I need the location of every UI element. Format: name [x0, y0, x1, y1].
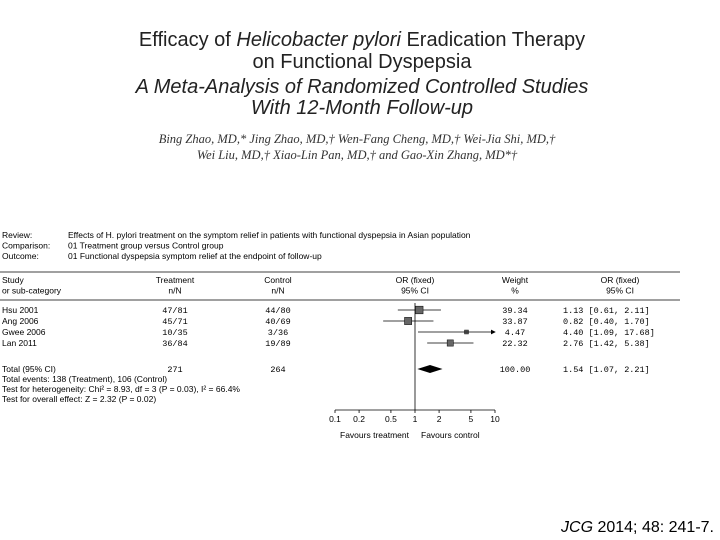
note: Total events: 138 (Treatment), 106 (Cont…	[2, 374, 167, 384]
column-header: OR (fixed)	[601, 275, 640, 285]
meta-label: Outcome:	[2, 251, 39, 261]
total-cell: Total (95% CI)	[2, 364, 56, 374]
meta-label: Review:	[2, 230, 32, 240]
column-header: OR (fixed)	[396, 275, 435, 285]
meta-text: 01 Treatment group versus Control group	[68, 241, 224, 251]
favours-right: Favours control	[421, 430, 480, 440]
title-line: on Functional Dyspepsia	[252, 51, 472, 73]
table-cell: Ang 2006	[2, 316, 39, 326]
table-cell: 36/84	[162, 339, 188, 349]
title-part: Efficacy of	[139, 29, 236, 51]
authors: Bing Zhao, MD,* Jing Zhao, MD,† Wen-Fang…	[159, 132, 556, 146]
or-square	[404, 317, 412, 325]
table-cell: 1.13 [0.61, 2.11]	[563, 306, 650, 316]
table-cell: 39.34	[502, 306, 528, 316]
subtitle: With 12-Month Follow-up	[251, 97, 473, 119]
x-tick-label: 10	[490, 414, 500, 424]
x-tick-label: 0.1	[329, 414, 341, 424]
x-tick-label: 0.5	[385, 414, 397, 424]
column-header: Study	[2, 275, 24, 285]
table-cell: 44/80	[265, 306, 291, 316]
table-cell: Hsu 2001	[2, 305, 39, 315]
total-cell: 100.00	[500, 365, 531, 375]
plot-area	[383, 305, 474, 347]
note: Test for overall effect: Z = 2.32 (P = 0…	[2, 394, 156, 404]
citation: JCG 2014; 48: 241-7.	[560, 519, 714, 536]
x-tick-label: 5	[469, 414, 474, 424]
table-cell: 2.76 [1.42, 5.38]	[563, 339, 650, 349]
table-cell: 19/89	[265, 339, 291, 349]
subtitle: A Meta-Analysis of Randomized Controlled…	[135, 76, 589, 98]
title-italic: Helicobacter pylori	[236, 29, 401, 51]
table-cell: 40/69	[265, 317, 291, 327]
citation-details: 2014; 48: 241-7.	[593, 519, 714, 536]
table-cell: Lan 2011	[2, 338, 37, 348]
x-tick-label: 2	[437, 414, 442, 424]
total-cell: 1.54 [1.07, 2.21]	[563, 365, 650, 375]
or-square	[415, 305, 424, 315]
table-cell: 47/81	[162, 306, 188, 316]
column-header: Weight	[502, 275, 529, 285]
column-header: n/N	[271, 286, 284, 296]
note: Test for heterogeneity: Chi² = 8.93, df …	[2, 384, 240, 394]
column-header: %	[511, 286, 519, 296]
authors: Wei Liu, MD,† Xiao-Lin Pan, MD,† and Gao…	[197, 148, 518, 162]
favours-left: Favours treatment	[340, 430, 410, 440]
table-cell: 22.32	[502, 339, 528, 349]
title-part: Eradication Therapy	[401, 29, 585, 51]
table-cell: 45/71	[162, 317, 188, 327]
column-header: 95% CI	[401, 286, 429, 296]
column-header: Control	[264, 275, 292, 285]
total-cell: 271	[167, 365, 182, 375]
x-tick-label: 0.2	[353, 414, 365, 424]
column-header: n/N	[168, 286, 181, 296]
journal: JCG	[560, 519, 593, 536]
meta-text: 01 Functional dyspepsia symptom relief a…	[68, 251, 322, 261]
table-cell: 33.87	[502, 317, 528, 327]
table-cell: 3/36	[268, 328, 288, 338]
or-square	[446, 339, 454, 347]
column-header: Treatment	[156, 275, 195, 285]
table-cell: 0.82 [0.40, 1.70]	[563, 317, 650, 327]
total-cell: 264	[270, 365, 285, 375]
table-cell: 4.40 [1.09, 17.68]	[563, 328, 655, 338]
table-cell: 4.47	[505, 328, 525, 338]
meta-text: Effects of H. pylori treatment on the sy…	[68, 230, 471, 240]
table-cell: 10/35	[162, 328, 188, 338]
total-diamond	[417, 365, 443, 373]
x-tick-label: 1	[413, 414, 418, 424]
meta-label: Comparison:	[2, 241, 50, 251]
column-header: 95% CI	[606, 286, 634, 296]
title-line: Efficacy of Helicobacter pylori Eradicat…	[139, 29, 585, 51]
table-cell: Gwee 2006	[2, 327, 46, 337]
column-header: or sub-category	[2, 286, 62, 296]
